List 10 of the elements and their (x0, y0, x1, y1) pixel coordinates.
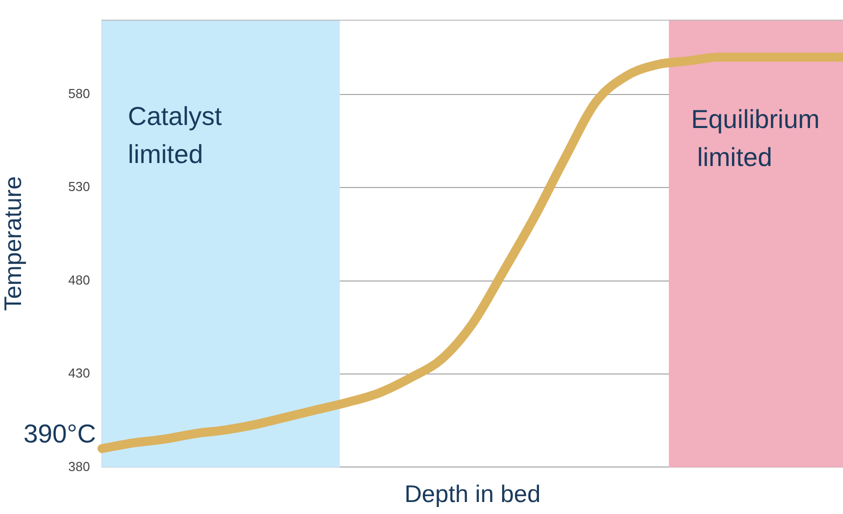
y-tick-label: 380 (68, 458, 90, 474)
y-tick-label: 480 (68, 272, 90, 288)
text: 390°C (23, 418, 96, 448)
x-axis-title: Depth in bed (404, 481, 541, 508)
y-tick-label: 430 (68, 366, 90, 381)
y-tick-label: 580 (68, 86, 90, 101)
y-axis-title: Temperature (0, 176, 28, 311)
annotation: Equilibrium limited (691, 104, 820, 172)
y-tick-label: 530 (68, 179, 90, 194)
annotation: Catalyst limited (128, 100, 223, 169)
